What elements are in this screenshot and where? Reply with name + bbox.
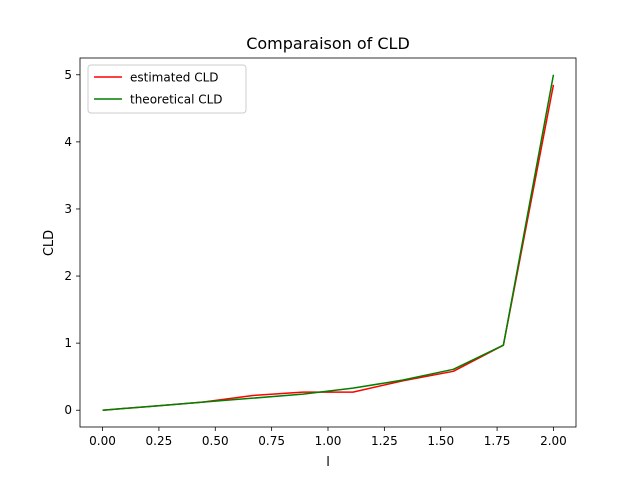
y-axis-label: CLD — [42, 230, 57, 256]
y-tick-label: 0 — [64, 403, 72, 417]
y-tick-label: 1 — [64, 336, 72, 350]
x-tick-label: 1.50 — [427, 434, 454, 448]
legend-box — [87, 64, 247, 114]
y-tick-label: 2 — [64, 269, 72, 283]
plot-area — [102, 74, 555, 411]
legend-label-2: theoretical CLD — [130, 93, 223, 107]
x-tick-label: 1.75 — [484, 434, 511, 448]
series-line-2 — [102, 74, 555, 411]
chart-title: Comparaison of CLD — [246, 34, 410, 53]
x-tick-label: 0.00 — [89, 434, 116, 448]
y-tick-label: 4 — [64, 135, 72, 149]
legend-label-1: estimated CLD — [130, 71, 219, 85]
x-tick-label: 0.75 — [258, 434, 285, 448]
x-axis-label: l — [326, 455, 330, 470]
y-tick-label: 3 — [64, 202, 72, 216]
x-tick-label: 1.00 — [315, 434, 342, 448]
x-tick-label: 2.00 — [540, 434, 567, 448]
x-tick-label: 0.50 — [202, 434, 229, 448]
x-tick-label: 0.25 — [146, 434, 173, 448]
x-tick-label: 1.25 — [371, 434, 398, 448]
axes: 0.00 0.25 0.50 0.75 1.00 1.25 1.50 1.75 2.00 0 1 2 3… — [64, 57, 577, 448]
legend: estimated CLD theoretical CLD — [87, 64, 247, 114]
y-tick-label: 5 — [64, 68, 72, 82]
